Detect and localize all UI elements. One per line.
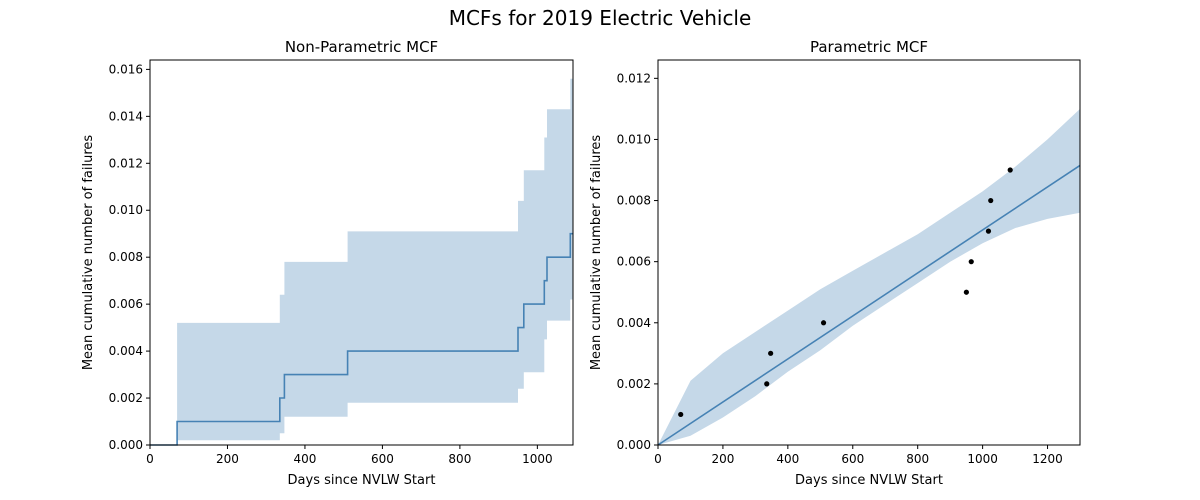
data-point-2: [764, 381, 770, 387]
y-tick-label: 0.002: [109, 391, 143, 405]
x-tick-label: 600: [371, 452, 394, 466]
x-axis-label: Days since NVLW Start: [795, 473, 943, 488]
y-axis-label: Mean cumulative number of failures: [81, 135, 96, 371]
x-tick-label: 600: [841, 452, 864, 466]
x-tick-label: 400: [293, 452, 316, 466]
chart-panel-2: 0 200 400 600 800 1000 1200 0.000 0.002 0.004 0.00…: [589, 38, 1081, 488]
x-tick-label: 800: [906, 452, 929, 466]
data-point-1: [678, 411, 684, 418]
plot-frame: [149, 59, 574, 446]
y-tick-label: 0.006: [617, 255, 651, 269]
mcf-step-line: [150, 232, 573, 446]
x-tick-label: 1200: [1032, 452, 1063, 466]
x-tick-label: 0: [146, 452, 154, 466]
x-tick-label: 1000: [967, 452, 998, 466]
y-tick-label: 0.014: [109, 109, 143, 123]
chart-panel-1: 0 200 400 600 800 1000 0.000 0.002 0.004 0.006 0.0…: [81, 38, 574, 488]
confidence-band: [658, 108, 1080, 446]
data-point-3: [768, 350, 774, 356]
y-tick-label: 0.000: [617, 438, 651, 452]
y-tick-label: 0.012: [109, 156, 143, 170]
x-tick-label: 800: [448, 452, 471, 466]
confidence-band: [150, 78, 573, 446]
x-axis-label: Days since NVLW Start: [288, 473, 436, 488]
y-tick-label: 0.012: [617, 71, 651, 85]
y-tick-label: 0.008: [617, 194, 651, 208]
data-point-7: [985, 228, 992, 234]
chart-title: Parametric MCF: [810, 38, 928, 56]
x-tick-label: 200: [711, 452, 734, 466]
figure-title: MCFs for 2019 Electric Vehicle: [448, 6, 752, 30]
plot-frame: [657, 59, 1081, 446]
mcf-fit-line: [657, 164, 1081, 446]
y-tick-label: 0.010: [617, 132, 651, 146]
y-tick-label: 0.008: [109, 250, 143, 264]
data-point-5: [963, 289, 969, 295]
y-tick-label: 0.010: [109, 203, 143, 217]
data-point-9: [1007, 167, 1013, 173]
y-tick-label: 0.006: [109, 297, 143, 311]
x-tick-label: 200: [216, 452, 239, 466]
x-tick-label: 1000: [522, 452, 553, 466]
chart-title: Non-Parametric MCF: [285, 38, 438, 56]
x-tick-label: 400: [776, 452, 799, 466]
x-tick-label: 0: [654, 452, 662, 466]
data-point-4: [820, 320, 827, 326]
y-tick-label: 0.000: [109, 438, 143, 452]
y-tick-label: 0.004: [109, 344, 143, 358]
y-tick-label: 0.016: [109, 62, 143, 76]
data-point-8: [988, 197, 994, 204]
data-point-6: [968, 259, 974, 265]
y-tick-label: 0.004: [617, 316, 651, 330]
y-tick-label: 0.002: [617, 377, 651, 391]
y-axis-label: Mean cumulative number of failures: [589, 135, 604, 371]
